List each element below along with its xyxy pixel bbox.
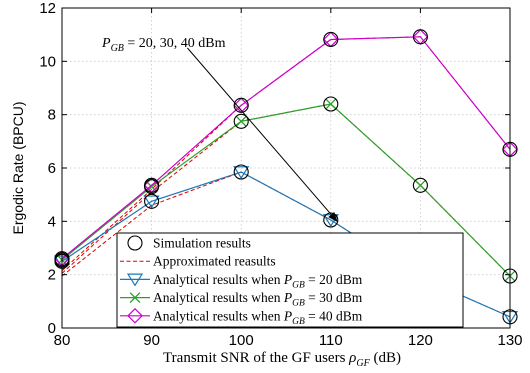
annotation-label: PGB = 20, 30, 40 dBm bbox=[101, 36, 226, 54]
x-tick-label: 100 bbox=[229, 332, 254, 349]
circle-marker bbox=[412, 29, 428, 45]
legend-label: Analytical results when PGB = 20 dBm bbox=[153, 272, 363, 291]
legend-label-symbol: P bbox=[283, 290, 292, 305]
legend: Simulation results Approximated reasults A… bbox=[116, 232, 464, 328]
legend-label-symbol: P bbox=[283, 272, 292, 287]
x-marker bbox=[235, 115, 247, 127]
diamond-marker bbox=[127, 307, 143, 324]
circle-marker bbox=[233, 97, 249, 113]
x-marker bbox=[325, 98, 337, 110]
legend-label-subscript: GB bbox=[292, 317, 305, 327]
axis-ticks: 80 90 100 110 120 130 0 2 4 6 8 10 12 bbox=[39, 0, 522, 349]
triangle-marker bbox=[126, 273, 144, 287]
x-tick-label: 80 bbox=[54, 332, 71, 349]
y-tick-label: 4 bbox=[48, 213, 56, 230]
circle-marker bbox=[233, 113, 249, 129]
x-marker bbox=[129, 292, 141, 303]
x-tick-label: 90 bbox=[143, 332, 160, 349]
legend-label: Analytical results when PGB = 30 dBm bbox=[153, 290, 363, 309]
y-axis-label: Ergodic Rate (BPCU) bbox=[10, 101, 26, 234]
annotation: PGB = 20, 30, 40 dBm bbox=[101, 36, 338, 223]
circle-marker bbox=[412, 177, 428, 193]
x-tick-label: 130 bbox=[497, 332, 522, 349]
analytical-series-line bbox=[61, 103, 511, 277]
x-marker bbox=[146, 181, 157, 193]
y-tick-label: 8 bbox=[48, 107, 56, 124]
triangle-marker bbox=[233, 166, 250, 180]
legend-label-text: Analytical results when bbox=[153, 308, 284, 323]
legend-label-value: = 30 dBm bbox=[305, 290, 363, 305]
circle-marker bbox=[233, 164, 249, 180]
legend-label-subscript: GB bbox=[292, 299, 305, 309]
y-tick-label: 0 bbox=[48, 320, 56, 337]
annotation-values: = 20, 30, 40 dBm bbox=[124, 36, 226, 51]
circle-marker bbox=[144, 177, 160, 193]
circle-marker bbox=[323, 31, 339, 48]
legend-label: Simulation results bbox=[153, 236, 251, 251]
annotation-arrow bbox=[187, 47, 338, 223]
legend-label-value: = 40 dBm bbox=[305, 308, 363, 323]
analytical-series-line bbox=[61, 36, 511, 260]
legend-label-text: Analytical results when bbox=[153, 290, 284, 305]
legend-label: Analytical results when PGB = 40 dBm bbox=[153, 308, 363, 327]
x-marker bbox=[415, 179, 426, 191]
x-tick-label: 110 bbox=[319, 332, 343, 349]
x-tick-label: 120 bbox=[408, 332, 433, 349]
legend-label-value: = 20 dBm bbox=[305, 272, 363, 287]
legend-label-subscript: GB bbox=[292, 280, 305, 290]
annotation-subscript: GB bbox=[111, 43, 124, 54]
triangle-marker bbox=[143, 195, 160, 209]
x-axis-label-symbol: ρ bbox=[348, 350, 356, 366]
legend-label: Approximated reasults bbox=[153, 254, 276, 269]
x-axis-label: Transmit SNR of the GF users ρGF (dB) bbox=[163, 350, 401, 369]
y-tick-label: 6 bbox=[48, 160, 56, 177]
x-axis-label-main: Transmit SNR of the GF users bbox=[163, 350, 349, 366]
circle-marker bbox=[323, 96, 339, 112]
x-axis-label-unit: (dB) bbox=[370, 350, 401, 366]
y-tick-label: 2 bbox=[48, 267, 56, 284]
legend-box bbox=[116, 232, 464, 328]
x-axis-label-subscript: GF bbox=[356, 358, 370, 369]
legend-label-symbol: P bbox=[283, 308, 292, 323]
y-tick-label: 10 bbox=[39, 53, 56, 70]
circle-marker bbox=[127, 235, 143, 251]
annotation-symbol: P bbox=[101, 36, 111, 51]
circle-marker bbox=[144, 193, 160, 209]
legend-label-text: Analytical results when bbox=[153, 272, 284, 287]
y-tick-label: 12 bbox=[39, 0, 56, 17]
